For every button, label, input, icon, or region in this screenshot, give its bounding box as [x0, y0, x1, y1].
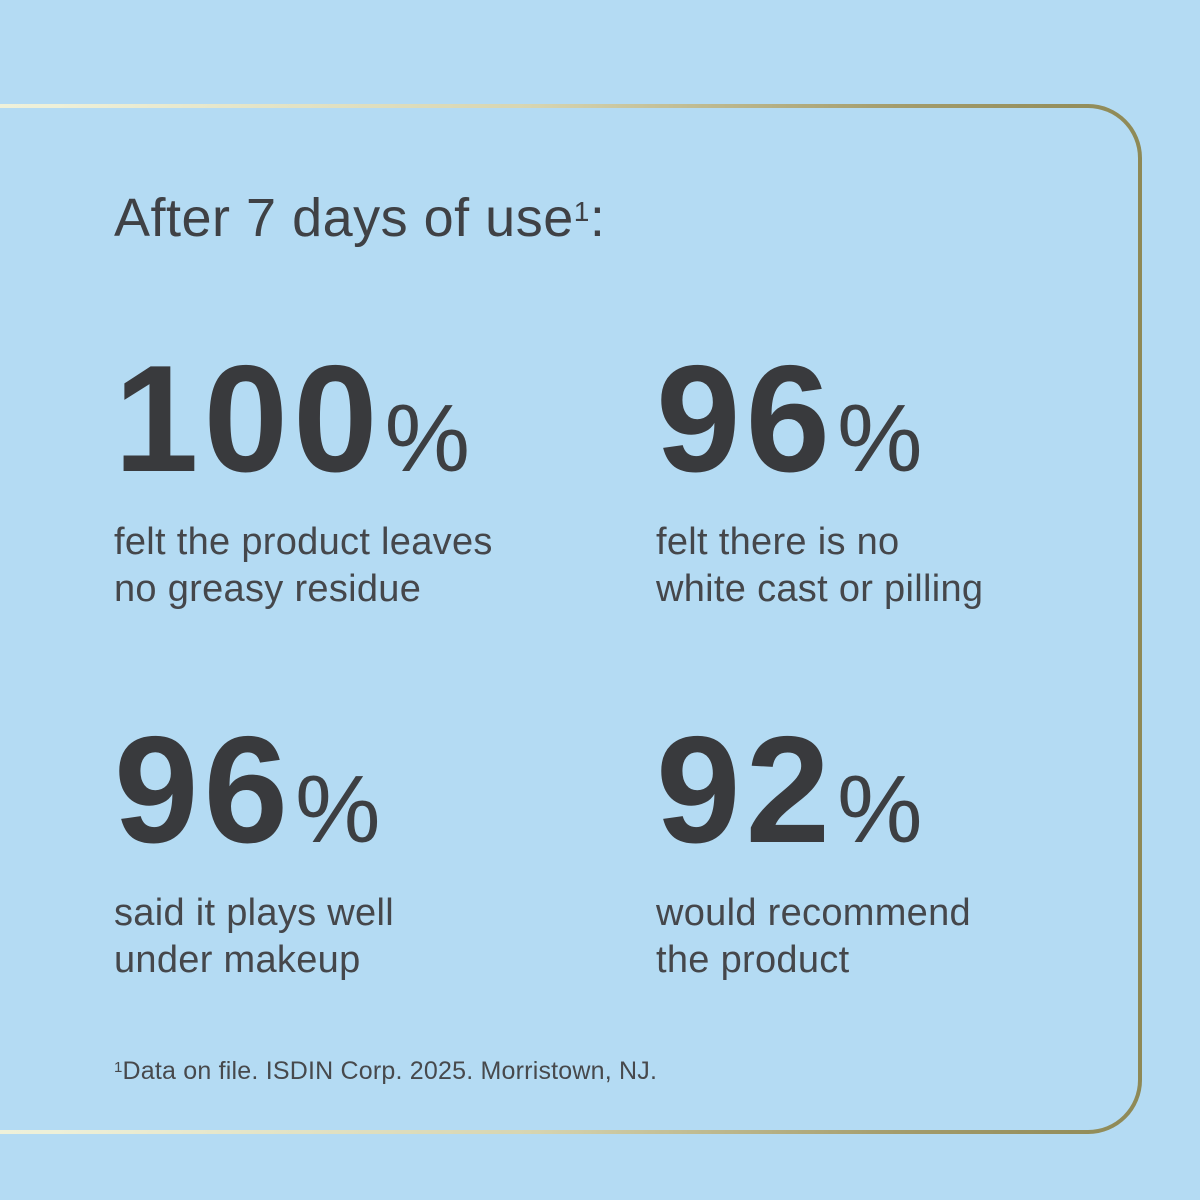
stat-caption: said it plays well under makeup [114, 892, 394, 981]
stat-caption: would recommend the product [656, 892, 971, 981]
stat-caption: felt there is no white cast or pilling [656, 521, 984, 610]
percent-sign: % [837, 756, 923, 863]
stat-number-text: 96 [114, 705, 294, 875]
page-title-colon: : [589, 188, 606, 248]
stat-plays-well-under-makeup: 96% said it plays well under makeup [114, 714, 654, 984]
stat-no-greasy-residue: 100% felt the product leaves no greasy r… [114, 343, 654, 613]
stat-caption: felt the product leaves no greasy residu… [114, 521, 493, 610]
stat-value: 92% [656, 714, 1196, 886]
stat-no-white-cast: 96% felt there is no white cast or pilli… [656, 343, 1196, 613]
percent-sign: % [837, 385, 923, 492]
percent-sign: % [384, 385, 470, 492]
stat-number-text: 92 [656, 705, 836, 875]
footnote: 1Data on file. ISDIN Corp. 2025. Morrist… [114, 1056, 657, 1090]
gold-border-frame [0, 104, 1142, 1134]
stat-value: 100% [114, 343, 654, 515]
gold-border-frame-inner [0, 108, 1138, 1130]
footnote-text: Data on file. ISDIN Corp. 2025. Morristo… [122, 1057, 658, 1085]
page-title: After 7 days of use1: [114, 188, 605, 257]
stat-would-recommend: 92% would recommend the product [656, 714, 1196, 984]
percent-sign: % [295, 756, 381, 863]
stat-value: 96% [656, 343, 1196, 515]
footnote-superscript: 1 [114, 1058, 123, 1076]
page-title-superscript: 1 [573, 195, 590, 227]
stat-number-text: 96 [656, 334, 836, 504]
stat-number-text: 100 [114, 334, 383, 504]
stat-value: 96% [114, 714, 654, 886]
page-title-text: After 7 days of use [114, 188, 574, 248]
